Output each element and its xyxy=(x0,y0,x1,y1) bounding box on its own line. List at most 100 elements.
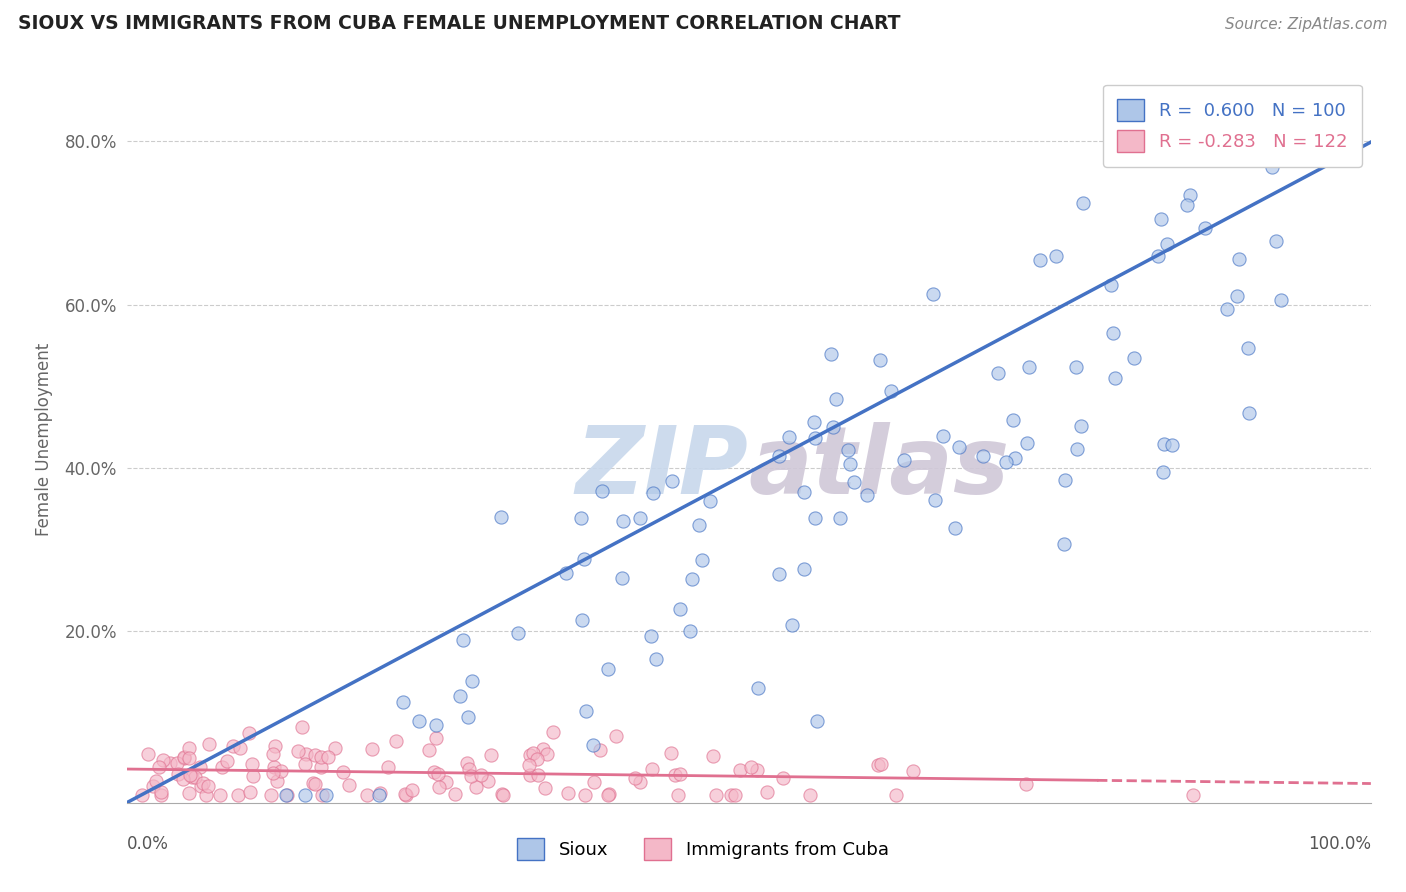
Point xyxy=(1064,359,1087,374)
Point xyxy=(418,742,440,756)
Point xyxy=(1104,371,1126,385)
Point xyxy=(302,776,325,790)
Point xyxy=(425,717,447,731)
Point xyxy=(323,741,346,756)
Point xyxy=(612,570,634,584)
Point xyxy=(987,366,1010,380)
Point xyxy=(1101,326,1123,340)
Text: SIOUX VS IMMIGRANTS FROM CUBA FEMALE UNEMPLOYMENT CORRELATION CHART: SIOUX VS IMMIGRANTS FROM CUBA FEMALE UNE… xyxy=(18,13,901,32)
Point xyxy=(1226,289,1249,303)
Point xyxy=(668,602,690,616)
Point xyxy=(824,392,846,407)
Point xyxy=(173,750,195,764)
Point xyxy=(401,783,423,797)
Point xyxy=(427,780,450,794)
Point xyxy=(184,770,207,784)
Point xyxy=(793,485,815,500)
Text: ZIP: ZIP xyxy=(576,423,748,515)
Point xyxy=(191,775,214,789)
Point xyxy=(152,753,174,767)
Point xyxy=(423,764,446,779)
Point xyxy=(534,781,557,796)
Point xyxy=(681,572,703,586)
Text: atlas: atlas xyxy=(748,423,1010,515)
Point xyxy=(664,767,686,781)
Point xyxy=(479,748,502,763)
Point xyxy=(596,788,619,802)
Point xyxy=(747,681,769,695)
Point xyxy=(1270,293,1292,308)
Point xyxy=(628,511,651,525)
Point xyxy=(768,449,790,463)
Point xyxy=(569,511,592,525)
Point xyxy=(464,780,486,794)
Point xyxy=(1070,419,1092,434)
Point xyxy=(460,673,482,688)
Point xyxy=(943,521,966,535)
Point xyxy=(828,510,851,524)
Point xyxy=(820,347,842,361)
Point xyxy=(263,759,285,773)
Point xyxy=(1156,236,1178,251)
Point xyxy=(1152,465,1174,479)
Point xyxy=(519,748,541,763)
Point xyxy=(699,493,721,508)
Point xyxy=(425,731,447,745)
Point xyxy=(1149,211,1171,226)
Point xyxy=(1265,234,1288,248)
Point xyxy=(823,419,845,434)
Point xyxy=(377,760,399,774)
Point xyxy=(426,767,449,781)
Point xyxy=(571,614,593,628)
Point xyxy=(356,788,378,802)
Point xyxy=(188,759,211,773)
Point xyxy=(145,773,167,788)
Point xyxy=(605,729,627,743)
Point xyxy=(291,720,314,734)
Point xyxy=(506,625,529,640)
Point xyxy=(640,629,662,643)
Point xyxy=(641,486,664,500)
Point xyxy=(1175,197,1198,211)
Point xyxy=(1237,341,1260,355)
Point xyxy=(583,775,606,789)
Point xyxy=(666,788,689,802)
Point xyxy=(1227,252,1250,266)
Point xyxy=(1066,442,1088,456)
Point xyxy=(724,788,747,802)
Point xyxy=(166,767,188,781)
Point xyxy=(1180,187,1202,202)
Point xyxy=(1147,249,1170,263)
Point xyxy=(612,514,634,528)
Point xyxy=(294,756,316,771)
Point xyxy=(142,779,165,793)
Point xyxy=(855,488,877,502)
Point xyxy=(880,384,903,398)
Point xyxy=(274,788,297,802)
Point xyxy=(177,741,200,756)
Point xyxy=(179,768,201,782)
Point xyxy=(747,763,769,777)
Point xyxy=(434,774,457,789)
Point xyxy=(793,562,815,576)
Point xyxy=(149,785,172,799)
Point xyxy=(522,746,544,760)
Point xyxy=(526,751,548,765)
Point xyxy=(177,751,200,765)
Point xyxy=(180,770,202,784)
Point xyxy=(456,756,478,770)
Point xyxy=(1014,777,1036,791)
Point xyxy=(1004,451,1026,466)
Point xyxy=(1053,473,1076,487)
Point xyxy=(922,287,945,301)
Point xyxy=(262,747,284,762)
Point xyxy=(557,786,579,800)
Legend: R =  0.600   N = 100, R = -0.283   N = 122: R = 0.600 N = 100, R = -0.283 N = 122 xyxy=(1102,85,1362,167)
Point xyxy=(1239,406,1261,420)
Point xyxy=(198,737,221,751)
Point xyxy=(1194,221,1216,235)
Point xyxy=(222,739,245,753)
Point xyxy=(1142,150,1164,164)
Point xyxy=(491,787,513,801)
Point xyxy=(166,756,188,771)
